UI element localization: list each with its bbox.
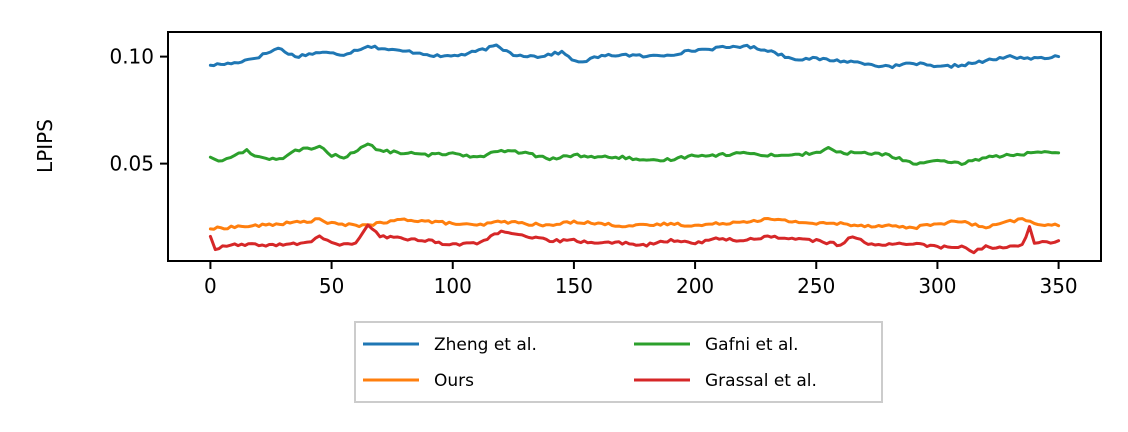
legend-items: Zheng et al. Ours Gafni et al. Grassal et a… <box>363 335 817 391</box>
plot-frame <box>167 31 1102 262</box>
series-line-2 <box>208 217 1061 231</box>
series-line-1 <box>208 43 1061 70</box>
legend-label: Zheng et al. <box>434 335 537 355</box>
y-tick-label: 0.05 <box>109 152 154 176</box>
x-tick-label: 0 <box>204 274 217 298</box>
legend-label: Grassal et al. <box>705 371 817 391</box>
y-axis-title: LPIPS <box>33 119 57 173</box>
x-tick-label: 50 <box>319 274 344 298</box>
y-axis: 0.05 0.10 <box>109 45 168 176</box>
series-line-4 <box>208 223 1061 255</box>
series-layer <box>208 43 1061 255</box>
legend-label: Ours <box>434 371 474 391</box>
legend-frame <box>354 321 883 403</box>
x-tick-label: 350 <box>1039 274 1077 298</box>
x-tick-label: 200 <box>676 274 714 298</box>
x-axis: 0 50 100 150 200 250 300 350 <box>204 261 1078 298</box>
legend-label: Gafni et al. <box>705 335 799 355</box>
x-tick-label: 100 <box>434 274 472 298</box>
series-line-3 <box>208 142 1061 166</box>
y-tick-label: 0.10 <box>109 45 154 69</box>
x-tick-label: 150 <box>555 274 593 298</box>
x-tick-label: 300 <box>918 274 956 298</box>
legend: Zheng et al. Ours Gafni et al. Grassal et a… <box>354 321 883 403</box>
x-tick-label: 250 <box>797 274 835 298</box>
